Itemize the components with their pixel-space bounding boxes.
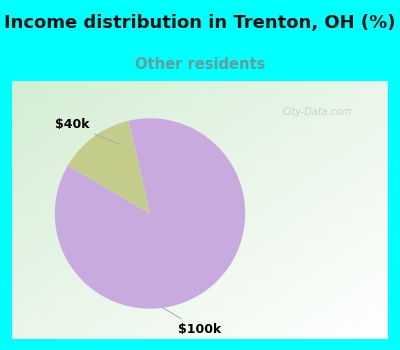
Text: $100k: $100k [162, 307, 221, 336]
Text: City-Data.com: City-Data.com [283, 107, 352, 117]
Wedge shape [55, 118, 245, 309]
Wedge shape [68, 121, 150, 214]
Text: Other residents: Other residents [135, 57, 265, 72]
Text: Income distribution in Trenton, OH (%): Income distribution in Trenton, OH (%) [4, 14, 396, 32]
Text: $40k: $40k [55, 118, 119, 144]
